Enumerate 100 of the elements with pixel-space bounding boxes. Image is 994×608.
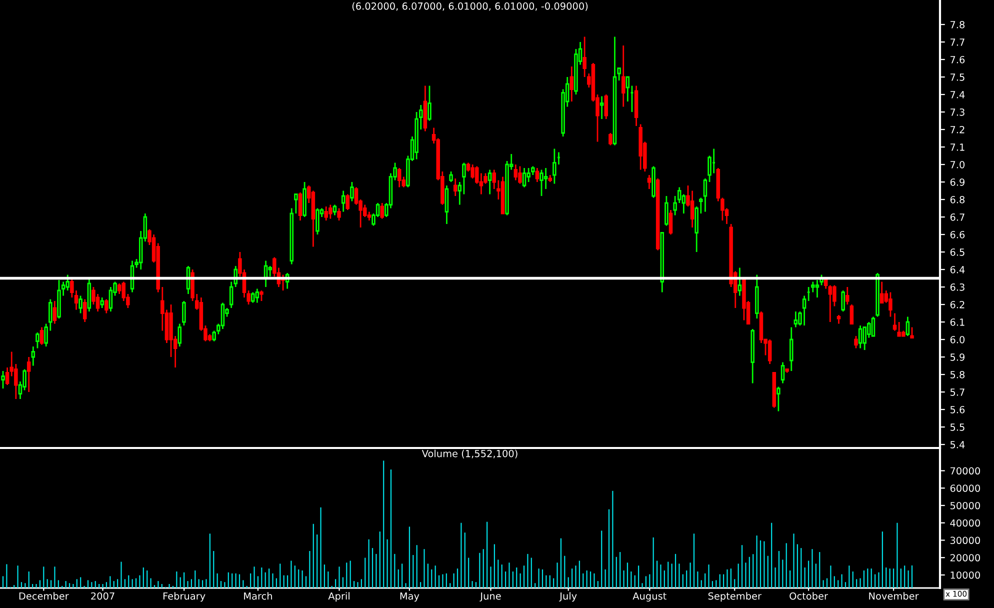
y-tick-label: 7.4 — [950, 91, 965, 98]
candlestick — [449, 170, 453, 183]
candlestick — [682, 194, 686, 214]
candlestick — [846, 286, 850, 306]
y-tick-label: 7.1 — [950, 144, 964, 151]
candlestick — [346, 194, 350, 211]
x-tick-label: October — [790, 592, 828, 600]
candlestick — [444, 184, 449, 225]
x-tick-label: June — [480, 592, 501, 602]
y-tick-label: 7.6 — [950, 56, 965, 64]
candlestick — [522, 167, 526, 188]
candlestick — [36, 332, 40, 349]
candlestick — [703, 178, 708, 212]
candlestick — [82, 298, 87, 323]
candlestick — [664, 195, 668, 226]
candlestick — [608, 132, 612, 146]
y-tick-label: 6.0 — [950, 336, 965, 344]
x-tick-label: September — [708, 592, 762, 602]
candlestick — [40, 326, 44, 346]
y-tick-label: 70000 — [950, 467, 980, 475]
y-tick-label: 50000 — [950, 502, 980, 510]
candlestick — [871, 316, 876, 337]
x-tick-label: April — [328, 592, 350, 602]
candlestick — [294, 194, 298, 214]
candlestick — [78, 295, 82, 314]
x-tick-label: August — [632, 592, 666, 602]
candlestick — [815, 279, 820, 298]
y-tick-label: 5.8 — [950, 370, 965, 378]
candlestick — [337, 208, 341, 222]
candlestick — [690, 190, 694, 228]
candlestick — [789, 326, 794, 372]
y-tick-label: 7.0 — [950, 160, 965, 168]
candlestick — [910, 326, 914, 338]
candlestick — [453, 178, 458, 197]
y-tick-label: 40000 — [950, 519, 980, 527]
y-tick-label: 6.9 — [950, 178, 964, 186]
candlestick — [255, 288, 260, 304]
candlestick — [31, 346, 36, 366]
candlestick — [178, 323, 182, 348]
candlestick — [850, 304, 854, 324]
candlestick — [776, 386, 780, 412]
candlestick — [268, 265, 272, 278]
candlestick — [220, 302, 225, 330]
x-tick-label: November — [869, 592, 919, 600]
y-tick-label: 20000 — [950, 554, 980, 562]
y-tick-label: 7.8 — [950, 20, 965, 28]
candlestick — [250, 292, 255, 304]
x-tick-label: February — [163, 592, 206, 602]
candlestick — [96, 293, 100, 312]
y-tick-label: 5.9 — [950, 353, 964, 361]
x-tick-label: 2007 — [91, 592, 114, 600]
candlestick — [488, 169, 492, 195]
candlestick — [828, 284, 832, 323]
candlestick — [350, 181, 354, 202]
candlestick — [462, 162, 466, 195]
y-tick-label: 5.5 — [950, 424, 964, 431]
chart-title: (6.02000, 6.07000, 6.01000, 6.01000, -0.09000) — [352, 2, 588, 11]
candlestick — [514, 164, 518, 181]
candlestick — [668, 209, 673, 236]
candlestick — [332, 204, 337, 216]
candlestick — [552, 148, 556, 184]
y-tick-label: 7.5 — [950, 74, 964, 81]
candlestick — [794, 310, 798, 328]
x-tick-label: December — [19, 592, 69, 600]
y-tick-label: 7.7 — [950, 38, 964, 46]
candlestick — [1, 370, 5, 390]
candlestick — [570, 66, 574, 102]
candlestick — [647, 174, 652, 190]
candlestick — [802, 295, 806, 326]
candlestick — [117, 282, 122, 295]
y-tick-label: 5.6 — [950, 406, 965, 414]
y-tick-label: 6.3 — [950, 283, 964, 291]
candlestick — [858, 324, 862, 349]
candlestick — [108, 286, 113, 312]
candlestick — [892, 312, 897, 332]
candlestick — [316, 208, 320, 236]
candlestick — [52, 300, 57, 324]
y-tick-label: 6.6 — [950, 230, 965, 238]
candlestick — [26, 356, 31, 393]
candlestick — [621, 44, 626, 108]
x-tick-label: March — [244, 592, 272, 600]
candlestick — [880, 281, 884, 304]
candlestick — [738, 267, 742, 296]
candlestick — [341, 190, 346, 212]
candlestick — [535, 167, 540, 183]
candlestick — [229, 281, 234, 309]
candlestick — [380, 202, 384, 220]
candlestick — [397, 167, 402, 188]
y-tick-label: 6.8 — [950, 196, 965, 204]
candlestick — [854, 335, 858, 349]
x-tick-label: May — [400, 592, 420, 602]
candlestick — [298, 192, 302, 222]
candlestick — [260, 290, 264, 302]
y-tick-label: 6.2 — [950, 300, 964, 308]
candlestick — [888, 292, 892, 318]
y-tick-label: 10000 — [950, 571, 980, 579]
y-tick-label: 60000 — [950, 484, 980, 492]
chart-title: Volume (1,552,100) — [422, 450, 518, 458]
y-tick-label: 5.4 — [950, 441, 965, 448]
candlestick — [780, 362, 785, 384]
